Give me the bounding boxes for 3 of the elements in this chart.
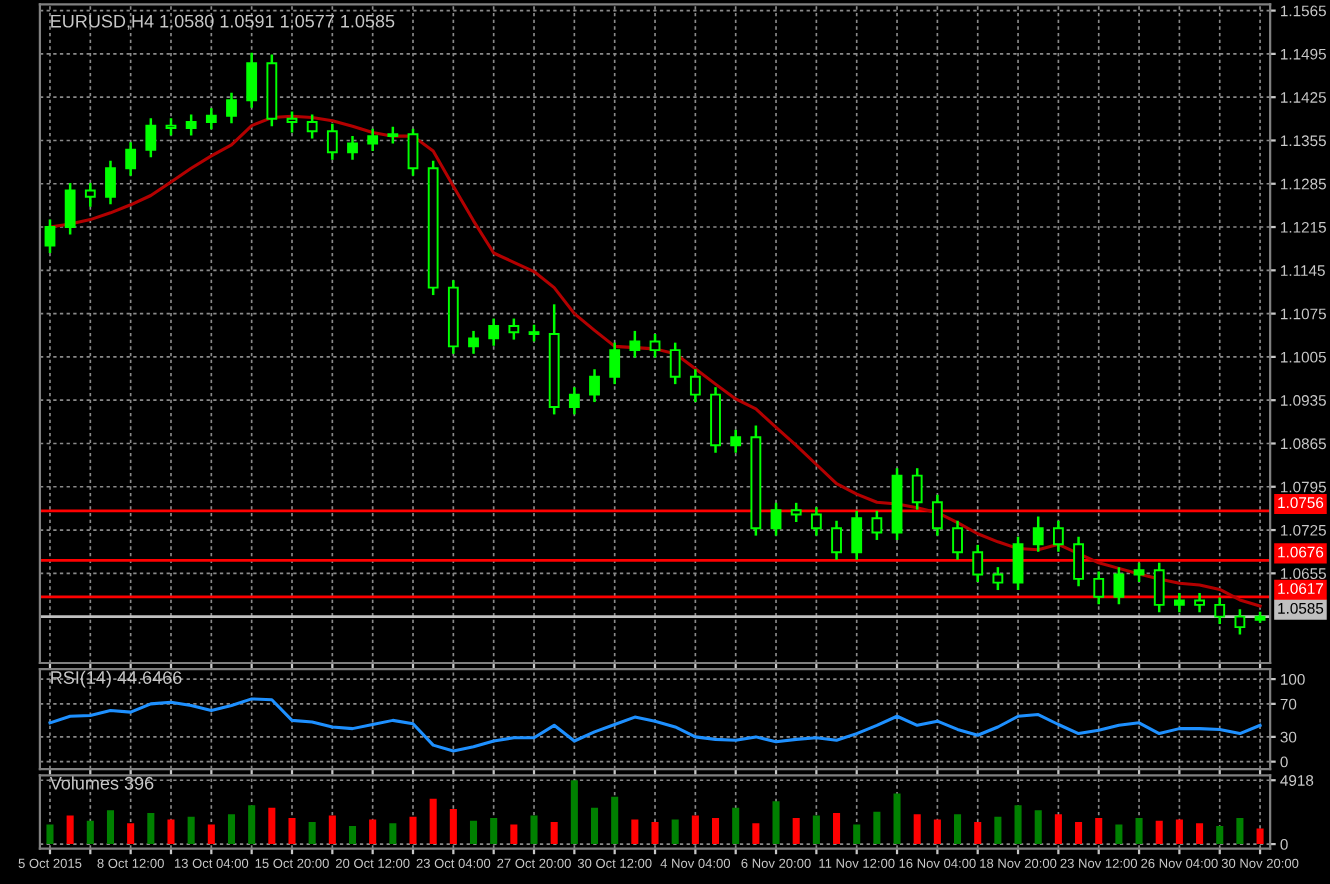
- chart-title: RSI(14) 44.6466: [51, 670, 182, 688]
- chart-title: EURUSD,H4 1.0580 1.0591 1.0577 1.0585: [51, 14, 395, 30]
- chart-title: Volumes 396: [49, 776, 154, 790]
